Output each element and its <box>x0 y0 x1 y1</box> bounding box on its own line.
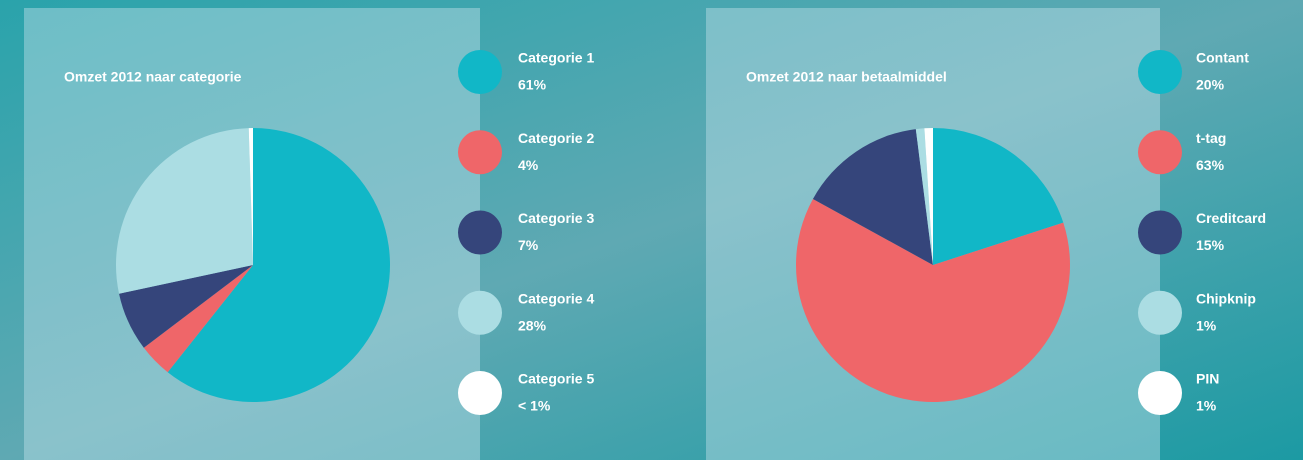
legend-value: 1% <box>1196 317 1217 333</box>
pie-slice <box>796 198 1070 402</box>
legend-value: 1% <box>1196 398 1217 414</box>
legend-label: t-tag <box>1196 130 1226 146</box>
pie-slice <box>119 265 254 348</box>
legend-label: Categorie 2 <box>518 130 594 146</box>
legend-value: 7% <box>518 237 539 253</box>
legend-value: 61% <box>518 77 547 93</box>
pie-slice <box>248 128 253 265</box>
legend-label: Categorie 1 <box>518 50 594 66</box>
legend-swatch <box>1138 290 1182 335</box>
pie-slice <box>143 265 253 373</box>
pie-slice <box>933 128 1064 265</box>
pie-slice <box>812 129 933 265</box>
legend-label: Categorie 4 <box>518 290 594 306</box>
legend-label: Categorie 5 <box>518 371 594 387</box>
pie-slice <box>915 128 933 265</box>
legend-swatch <box>1138 50 1182 94</box>
pie-slice <box>167 128 390 403</box>
legend-value: 4% <box>518 157 539 173</box>
legend-swatch <box>458 371 502 415</box>
legend-swatch <box>1138 130 1182 175</box>
legend-swatch <box>458 130 502 175</box>
legend-value: 28% <box>518 317 547 333</box>
chart-title: Omzet 2012 naar betaalmiddel <box>746 69 947 85</box>
chart-title: Omzet 2012 naar categorie <box>64 69 242 85</box>
legend-swatch <box>458 210 502 255</box>
legend-value: 63% <box>1196 157 1225 173</box>
legend-swatch <box>1138 371 1182 415</box>
legend-label: Creditcard <box>1196 210 1266 226</box>
legend-label: Contant <box>1196 50 1249 66</box>
legend-value: < 1% <box>518 398 551 414</box>
pie-slice <box>116 128 253 294</box>
legend-swatch <box>458 290 502 335</box>
legend-value: 20% <box>1196 77 1225 93</box>
pie-slice <box>924 128 933 265</box>
legend-value: 15% <box>1196 237 1225 253</box>
legend-label: PIN <box>1196 371 1219 387</box>
legend-label: Categorie 3 <box>518 210 594 226</box>
legend-label: Chipknip <box>1196 290 1256 306</box>
legend-swatch <box>1138 210 1182 255</box>
legend-swatch <box>458 50 502 94</box>
